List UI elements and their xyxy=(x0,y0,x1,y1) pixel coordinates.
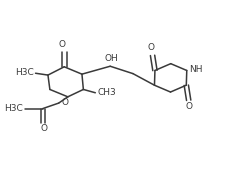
Text: O: O xyxy=(58,40,65,49)
Text: H3C: H3C xyxy=(4,104,23,113)
Text: O: O xyxy=(62,98,69,107)
Text: OH: OH xyxy=(104,53,118,62)
Text: H3C: H3C xyxy=(15,68,33,77)
Text: CH3: CH3 xyxy=(97,88,116,97)
Text: O: O xyxy=(147,43,154,52)
Text: O: O xyxy=(185,102,192,111)
Text: NH: NH xyxy=(189,65,202,74)
Text: O: O xyxy=(40,124,47,133)
